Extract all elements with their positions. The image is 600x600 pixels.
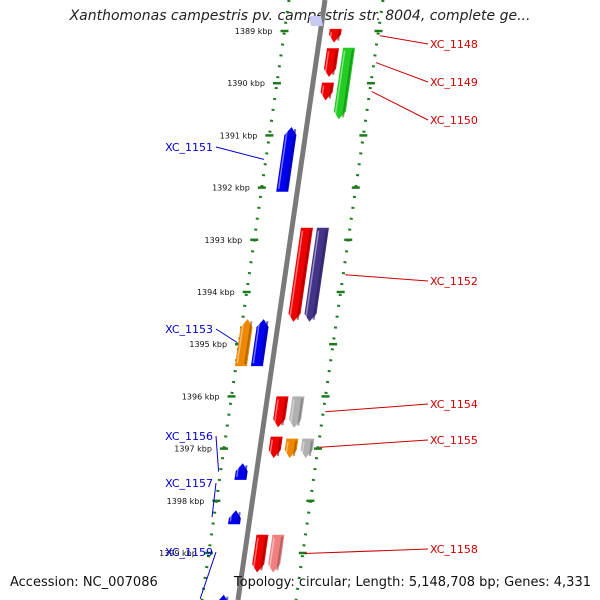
kbp-tick-label: 1396 kbp	[182, 392, 220, 401]
kbp-tick-label: 1399 kbp	[159, 549, 197, 558]
gene-shading	[281, 398, 288, 426]
gene-shading	[276, 438, 282, 457]
backbone-line	[235, 0, 328, 600]
gene-label[interactable]: XC_1157	[165, 477, 213, 490]
gene-highlight	[236, 466, 240, 478]
genes	[217, 16, 356, 600]
gene-label[interactable]: XC_1154	[430, 398, 478, 411]
kbp-tick-label: 1392 kbp	[212, 184, 250, 193]
gene-highlight	[324, 51, 330, 75]
gene-shading	[285, 128, 297, 190]
gene-highlight	[252, 537, 259, 570]
gene-highlight	[321, 85, 325, 98]
gene-shading	[342, 49, 354, 118]
gene-label[interactable]: XC_1155	[430, 434, 478, 447]
gene-label-leader	[345, 274, 429, 282]
kbp-tick-label: 1394 kbp	[197, 288, 235, 297]
gene-label[interactable]: XC_1153	[165, 323, 213, 336]
gene-label-leader	[211, 482, 217, 518]
gene-highlight	[252, 322, 261, 364]
gene-highlight	[229, 513, 233, 522]
gene-highlight	[301, 441, 305, 456]
gene-label[interactable]: XC_1159	[165, 546, 213, 559]
accession-text: Accession: NC_007086	[10, 575, 158, 590]
gene-label-leader	[379, 35, 429, 45]
gene-label[interactable]: XC_1149	[430, 76, 478, 89]
kbp-tick-label: 1397 kbp	[174, 445, 212, 454]
gene-shading	[332, 50, 338, 76]
gene-shading	[328, 84, 333, 99]
gene-shading	[312, 229, 328, 320]
gene-highlight	[329, 31, 333, 40]
gene-label-leader	[215, 146, 265, 160]
gene-highlight	[268, 537, 275, 570]
kbp-tick-label: 1393 kbp	[205, 236, 243, 245]
gene-label[interactable]: XC_1150	[430, 114, 478, 127]
kbp-tick-label: 1395 kbp	[189, 340, 227, 349]
gene-shading	[260, 536, 268, 571]
region-marker	[309, 16, 323, 26]
gene-shading	[276, 536, 284, 571]
forward-guide-line	[200, 0, 291, 600]
gene-highlight	[289, 399, 295, 425]
gene-label-leader	[375, 62, 429, 83]
gene-xc-1151[interactable]	[276, 127, 297, 192]
gene-highlight	[289, 230, 304, 319]
kbp-tick-label: 1389 kbp	[235, 27, 273, 36]
gene-shading	[292, 440, 298, 457]
gene-highlight	[236, 322, 245, 364]
gene-highlight	[334, 50, 346, 117]
gene-highlight	[285, 441, 289, 456]
kbp-tick-label: 1390 kbp	[227, 79, 265, 88]
gene-shading	[297, 398, 304, 426]
backbone	[235, 0, 328, 600]
gene-label[interactable]: XC_1151	[165, 141, 213, 154]
gene-shading	[337, 30, 341, 41]
gene-label[interactable]: XC_1158	[430, 543, 478, 556]
gene-feature[interactable]	[234, 319, 253, 367]
gene-xc-1159[interactable]	[217, 594, 229, 600]
gene-highlight	[269, 439, 274, 456]
gene-shading	[296, 229, 312, 320]
kbp-tick-label: 1391 kbp	[220, 131, 258, 140]
gene-label-leader	[320, 439, 429, 448]
gene-label-leader	[304, 548, 429, 555]
gene-shading	[260, 321, 269, 365]
gene-label[interactable]: XC_1148	[430, 38, 478, 51]
gene-shading	[244, 321, 253, 365]
topology-text: Topology: circular; Length: 5,148,708 bp…	[233, 575, 591, 590]
map-title: Xanthomonas campestris pv. campestris st…	[69, 8, 531, 24]
gene-highlight	[305, 230, 320, 319]
gene-shading	[308, 440, 314, 457]
gene-xc-1153[interactable]	[250, 319, 269, 367]
gene-labels: XC_1148 XC_1149 XC_1150 XC_1151 XC_1152 XC_11…	[165, 35, 478, 599]
gene-shading	[243, 465, 248, 479]
gene-label-leader	[325, 403, 429, 413]
gene-label-leader	[199, 551, 217, 599]
gene-label-leader	[215, 435, 220, 472]
gene-label[interactable]: XC_1152	[430, 275, 478, 288]
gene-label-leader	[215, 328, 238, 344]
kbp-ticks: 1389 kbp 1390 kbp 1391 kbp 1392 kbp 1393 kbp…	[159, 27, 383, 558]
gene-label[interactable]: XC_1156	[165, 430, 213, 443]
gene-highlight	[277, 129, 288, 189]
kbp-tick-label: 1398 kbp	[167, 497, 205, 506]
gene-highlight	[273, 399, 279, 425]
gene-label-leader	[371, 91, 429, 121]
gene-shading	[237, 512, 241, 523]
